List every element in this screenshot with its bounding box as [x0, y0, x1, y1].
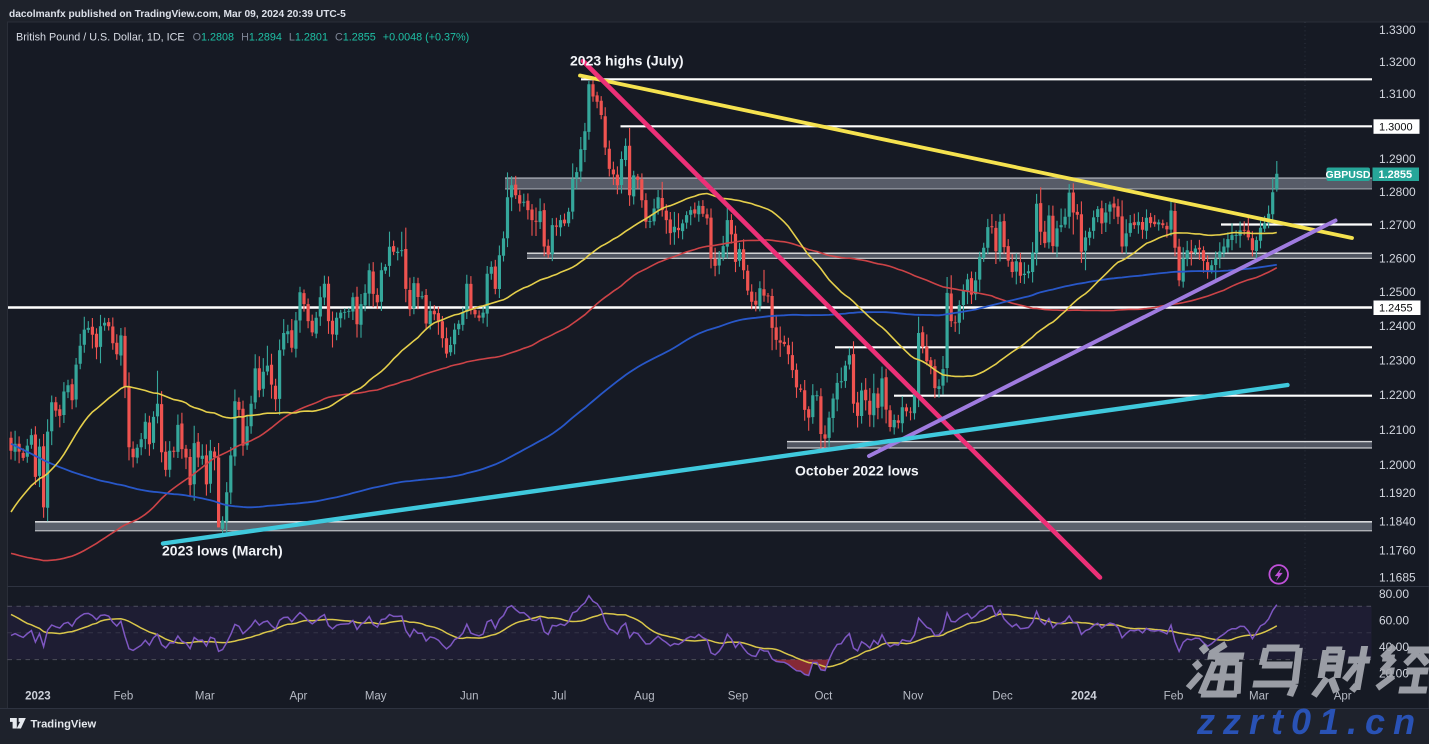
svg-text:dacolmanfx published on Tradin: dacolmanfx published on TradingView.com,…	[9, 9, 346, 20]
svg-text:1.2500: 1.2500	[1379, 285, 1416, 299]
svg-text:Jul: Jul	[552, 691, 567, 703]
svg-text:Sep: Sep	[728, 691, 748, 703]
svg-text:2024: 2024	[1071, 691, 1097, 703]
svg-text:1.2900: 1.2900	[1379, 152, 1416, 166]
svg-text:1.3200: 1.3200	[1379, 55, 1416, 69]
svg-text:Feb: Feb	[113, 691, 133, 703]
svg-text:80.00: 80.00	[1379, 587, 1409, 601]
svg-text:1.3100: 1.3100	[1379, 87, 1416, 101]
svg-text:1.2600: 1.2600	[1379, 252, 1416, 266]
svg-text:2023: 2023	[25, 691, 51, 703]
svg-text:1.1760: 1.1760	[1379, 543, 1416, 557]
svg-text:2023 lows (March): 2023 lows (March)	[162, 543, 283, 559]
svg-text:Jun: Jun	[460, 691, 479, 703]
svg-text:zzrt01.cn: zzrt01.cn	[1196, 701, 1423, 739]
svg-text:Mar: Mar	[195, 691, 215, 703]
svg-text:1.2400: 1.2400	[1379, 319, 1416, 333]
svg-text:1.2100: 1.2100	[1379, 423, 1416, 437]
svg-text:1.1685: 1.1685	[1379, 570, 1416, 584]
svg-text:Feb: Feb	[1164, 691, 1184, 703]
svg-text:1.2300: 1.2300	[1379, 354, 1416, 368]
svg-text:1.2700: 1.2700	[1379, 218, 1416, 232]
svg-text:Dec: Dec	[992, 691, 1013, 703]
svg-text:1.2200: 1.2200	[1379, 388, 1416, 402]
svg-text:1.3000: 1.3000	[1379, 121, 1413, 133]
svg-text:1.1840: 1.1840	[1379, 515, 1416, 529]
svg-text:Apr: Apr	[289, 691, 307, 703]
svg-text:TradingView: TradingView	[31, 719, 97, 731]
svg-text:British Pound / U.S. Dollar, 1: British Pound / U.S. Dollar, 1D, ICEO1.2…	[16, 32, 469, 44]
svg-text:1.2855: 1.2855	[1379, 169, 1413, 181]
svg-text:1.2800: 1.2800	[1379, 185, 1416, 199]
svg-text:Nov: Nov	[903, 691, 924, 703]
svg-text:October 2022 lows: October 2022 lows	[795, 463, 919, 479]
svg-text:1.3300: 1.3300	[1379, 23, 1416, 37]
svg-text:Aug: Aug	[634, 691, 654, 703]
svg-text:Oct: Oct	[814, 691, 833, 703]
svg-text:1.1920: 1.1920	[1379, 486, 1416, 500]
svg-text:2023 highs (July): 2023 highs (July)	[570, 53, 684, 69]
svg-text:May: May	[365, 691, 387, 703]
svg-text:GBPUSD: GBPUSD	[1326, 169, 1371, 181]
svg-text:1.2000: 1.2000	[1379, 458, 1416, 472]
svg-text:60.00: 60.00	[1379, 614, 1409, 628]
svg-text:1.2455: 1.2455	[1379, 303, 1413, 315]
